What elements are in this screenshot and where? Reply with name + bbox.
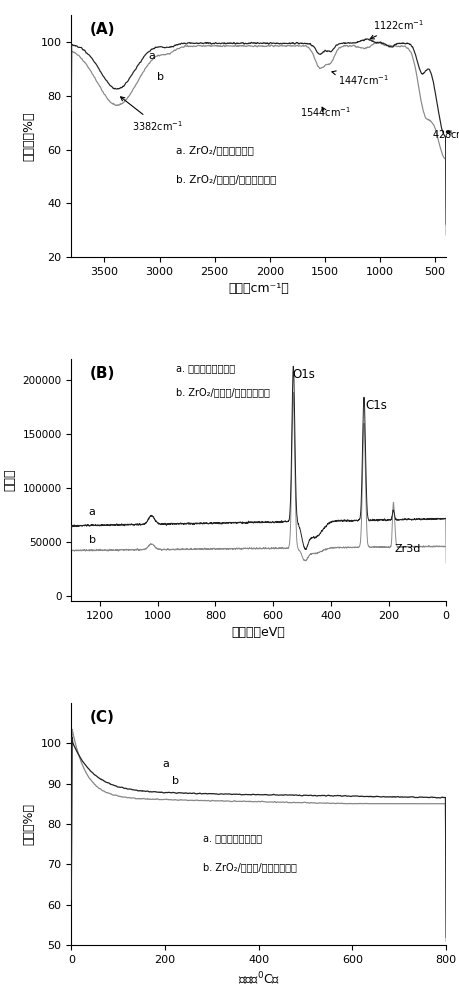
Text: 3382cm$^{-1}$: 3382cm$^{-1}$ (120, 97, 183, 133)
Text: 1122cm$^{-1}$: 1122cm$^{-1}$ (369, 18, 424, 39)
Text: 1544cm$^{-1}$: 1544cm$^{-1}$ (299, 105, 350, 119)
Text: O1s: O1s (292, 368, 315, 381)
X-axis label: 波数（cm⁻¹）: 波数（cm⁻¹） (228, 282, 289, 295)
Text: b: b (172, 776, 179, 786)
X-axis label: 结合能（eV）: 结合能（eV） (231, 626, 285, 639)
Text: b. ZrO₂/壳聚糖/石垒烯气凝胶: b. ZrO₂/壳聚糖/石垒烯气凝胶 (202, 862, 296, 872)
Y-axis label: 透过率（%）: 透过率（%） (22, 111, 35, 161)
Y-axis label: 计数率: 计数率 (4, 469, 17, 491)
Text: (B): (B) (90, 366, 115, 381)
Text: b. ZrO₂/壳聚糖/石垒烯气凝胶: b. ZrO₂/壳聚糖/石垒烯气凝胶 (176, 174, 276, 184)
Text: b: b (89, 535, 95, 545)
Text: 428cm$^{-1}$: 428cm$^{-1}$ (431, 127, 459, 141)
Text: a: a (148, 51, 155, 61)
Text: a: a (89, 507, 95, 517)
Text: a. ZrO₂/石垒烯气凝胶: a. ZrO₂/石垒烯气凝胶 (176, 145, 253, 155)
Text: b. ZrO₂/壳聚糖/石垒烯气凝胶: b. ZrO₂/壳聚糖/石垒烯气凝胶 (176, 387, 269, 397)
Y-axis label: 质量（%）: 质量（%） (22, 803, 35, 845)
Text: 1447cm$^{-1}$: 1447cm$^{-1}$ (331, 71, 388, 87)
Text: a. 氧化石垒烯气凝胶: a. 氧化石垒烯气凝胶 (176, 363, 235, 373)
Text: b: b (157, 72, 164, 82)
Text: a. 氧化石垒烯气凝胶: a. 氧化石垒烯气凝胶 (202, 833, 261, 843)
Text: a: a (162, 759, 169, 769)
Text: (A): (A) (90, 22, 115, 37)
Text: Zr3d: Zr3d (394, 544, 420, 554)
Text: C1s: C1s (364, 399, 386, 412)
Text: (C): (C) (90, 710, 115, 725)
X-axis label: 温度（$^0$C）: 温度（$^0$C） (237, 970, 280, 987)
